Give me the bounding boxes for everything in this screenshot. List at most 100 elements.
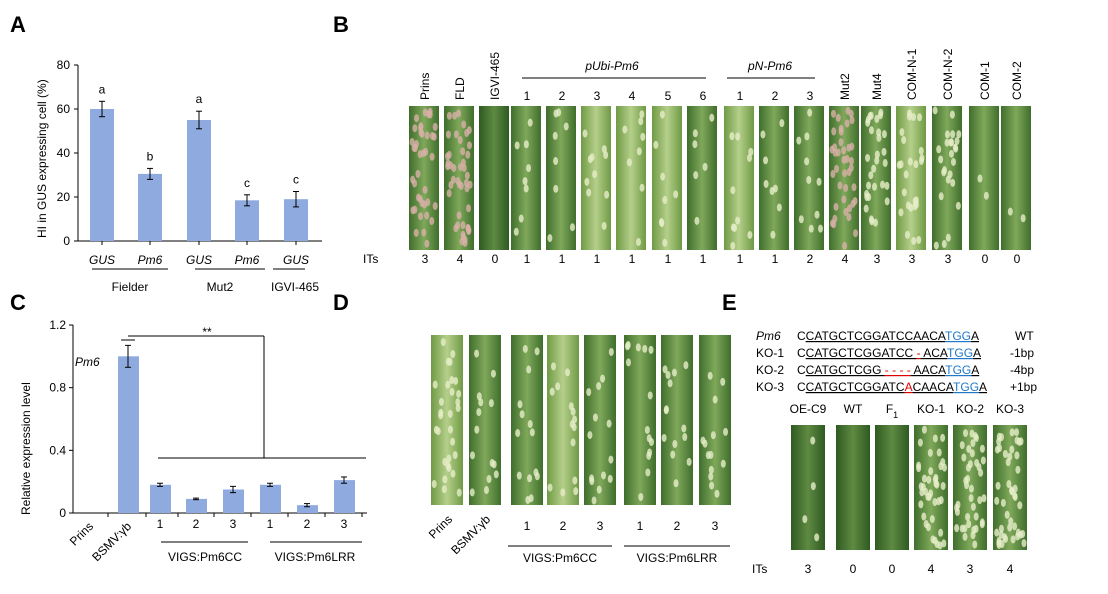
disease-spot [879,180,885,189]
disease-spot [977,174,983,183]
disease-spot [810,482,816,491]
disease-spot [921,512,927,521]
leaf [547,335,579,505]
leaf [861,106,891,250]
disease-spot [978,468,984,477]
leaf [624,335,656,505]
sequence: CCATGCTCGGATCC - ACATGGA [797,346,981,360]
disease-spot [932,106,938,115]
disease-spot [959,524,965,533]
leaf [469,335,501,505]
leaf [836,425,870,550]
sequence-segment: TGG [953,380,979,394]
disease-spot [712,395,718,404]
disease-spot [550,362,556,371]
chart-c-ylabel: Relative expression level [19,382,33,515]
disease-spot [440,338,446,347]
its-value: 4 [928,562,935,576]
disease-spot [849,142,855,151]
disease-spot [964,481,970,490]
disease-spot [944,130,950,139]
disease-spot [553,184,559,193]
disease-spot [730,241,736,250]
disease-spot [714,489,720,498]
leaf-label: KO-3 [996,402,1024,416]
disease-spot [465,150,471,159]
disease-spot [841,195,847,204]
bar [260,484,281,513]
disease-spot [410,175,416,184]
disease-spot [735,132,741,141]
disease-spot [570,438,576,447]
disease-spot [662,365,668,374]
disease-spot [707,371,713,380]
sequence-segment: C [797,380,806,394]
disease-spot [945,233,951,242]
x-tick-label: Pm6 [138,253,163,267]
disease-spot [565,368,571,377]
disease-spot [647,448,653,457]
disease-spot [522,177,528,186]
sequence-segment: C [797,329,806,343]
disease-spot [927,448,933,457]
leaf-label: COM-1 [978,61,992,100]
disease-spot [918,482,924,491]
disease-spot [904,230,910,239]
disease-spot [476,392,482,401]
its-value: 3 [874,252,881,266]
bar [223,489,244,513]
disease-spot [970,439,976,448]
disease-spot [874,150,880,159]
disease-spot [868,171,874,180]
disease-spot [928,489,934,498]
disease-spot [635,343,641,352]
leaf-blade [724,106,754,250]
disease-spot [446,454,452,463]
leaf-label: 2 [560,519,567,533]
disease-spot [966,520,972,529]
disease-spot [527,474,533,483]
disease-spot [552,131,558,140]
disease-spot [424,239,430,248]
chart-a: 0 20 40 60 80 a GUS b Pm6 a GUS c Pm6 c GUS Fielder Mut2… [57,58,322,294]
its-value: 0 [492,252,499,266]
disease-spot [448,181,454,190]
disease-spot [934,540,940,549]
disease-spot [845,106,851,115]
its-value: 1 [700,252,707,266]
leaf-blade [616,106,646,250]
disease-spot [549,387,555,396]
its-value: 1 [629,252,636,266]
disease-spot [1007,207,1013,216]
disease-spot [1012,492,1018,501]
disease-spot [804,157,810,166]
disease-spot [525,495,531,504]
leaf [661,335,693,505]
disease-spot [456,488,462,497]
disease-spot [626,358,632,367]
disease-spot [903,170,909,179]
sequence-segment: C [797,363,806,377]
disease-spot [660,172,666,181]
disease-spot [442,475,448,484]
disease-spot [460,147,466,156]
leaf-label: 2 [772,89,779,103]
disease-spot [601,221,607,230]
leaf [616,106,646,250]
disease-spot [1009,428,1015,437]
disease-spot [995,481,1001,490]
disease-spot [452,111,458,120]
disease-spot [429,152,435,161]
mutation-note: WT [1015,329,1034,343]
disease-spot [547,483,553,492]
leaf-label: 3 [597,519,604,533]
disease-spot [881,130,887,139]
leaf-label: 3 [807,89,814,103]
disease-spot [906,112,912,121]
disease-spot [807,108,813,117]
disease-spot [1004,510,1010,519]
disease-spot [456,389,462,398]
disease-spot [732,223,738,232]
x-tick-label: 2 [193,517,200,531]
